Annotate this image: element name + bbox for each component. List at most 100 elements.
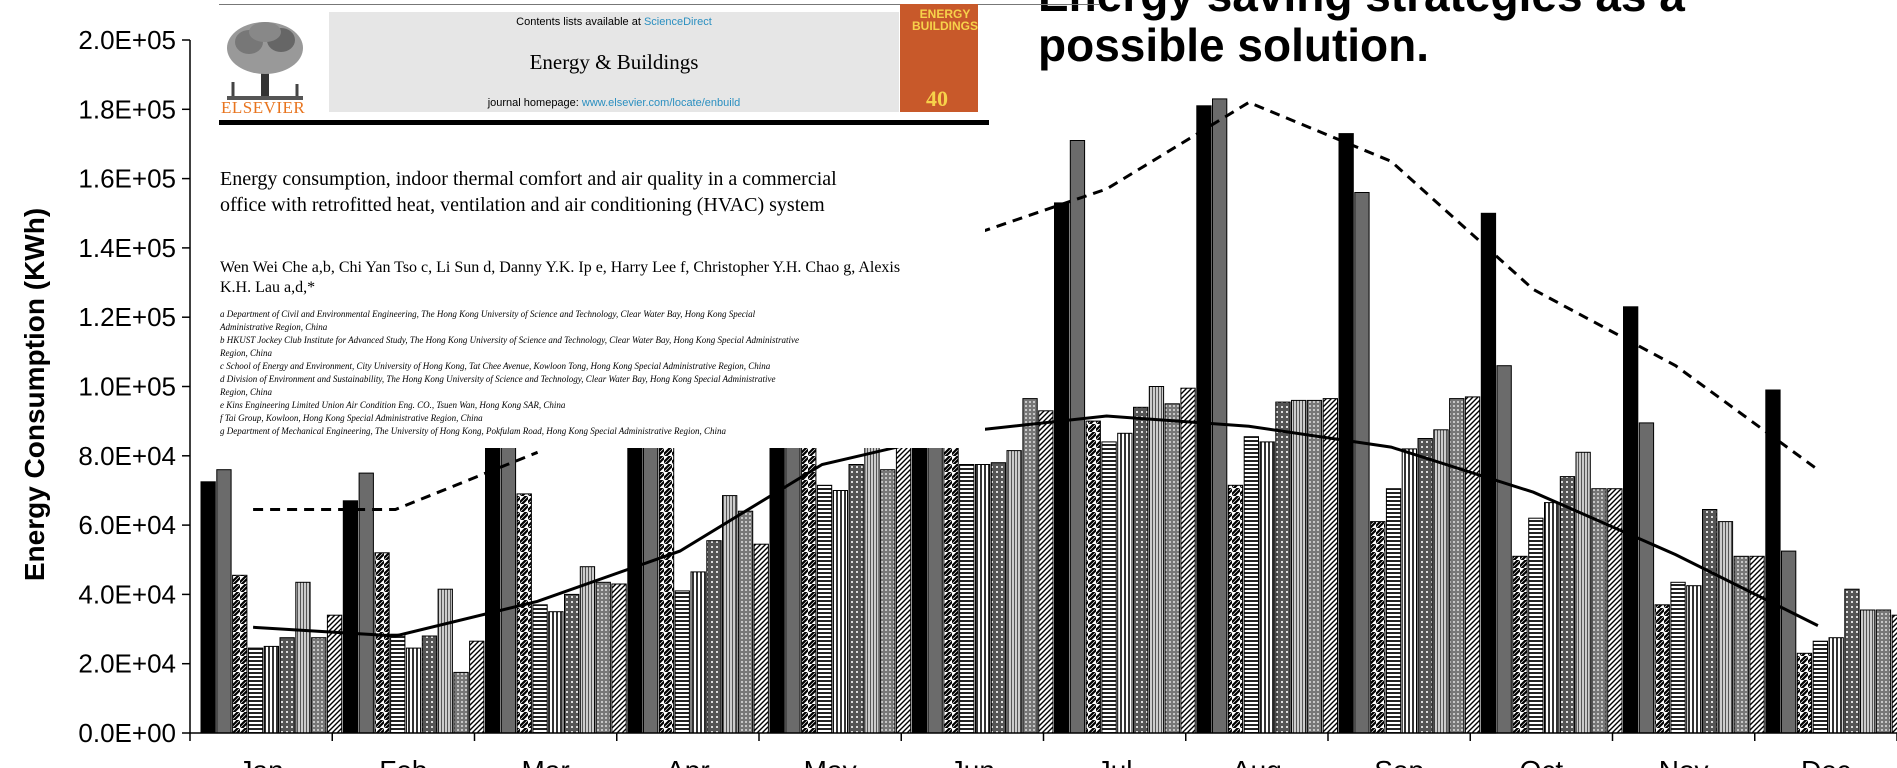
slide-title-line-1: Energy saving strategies as a	[1038, 0, 1897, 20]
bar-oct-black	[1480, 212, 1497, 734]
bar-aug-grid	[1275, 401, 1291, 734]
affiliation-line: f Tai Group, Kowloon, Hong Kong Special …	[220, 413, 483, 423]
bar-nov-vlines-light	[1717, 521, 1734, 734]
homepage-link[interactable]: www.elsevier.com/locate/enbuild	[581, 97, 741, 109]
bar-aug-vlines	[1259, 441, 1275, 734]
y-tick-label: 1.0E+05	[78, 372, 176, 402]
bar-oct-hlines	[1528, 517, 1544, 734]
bar-aug-black	[1196, 105, 1212, 734]
bar-jun-grid	[990, 462, 1007, 734]
bar-jun-vlines-light	[1006, 450, 1022, 734]
bar-jul-hlines	[1101, 441, 1117, 734]
bar-apr-dots	[737, 510, 754, 734]
bar-jul-dots	[1164, 403, 1180, 734]
bar-aug-dots	[1306, 399, 1323, 734]
affiliation-line: Region, China	[220, 348, 272, 358]
bar-oct-darkgray	[1496, 365, 1512, 734]
affiliation-line: e Kins Engineering Limited Union Air Con…	[220, 400, 566, 410]
contents-prefix: Contents lists available at	[516, 16, 644, 28]
x-tick-label: Jul	[1097, 755, 1133, 768]
homepage-prefix: journal homepage:	[487, 97, 582, 109]
bar-aug-vlines-light	[1291, 399, 1307, 734]
bar-feb-vlines	[405, 647, 422, 734]
bar-oct-vlines-light	[1575, 451, 1591, 734]
y-axis-label: Energy Consumption (KWh)	[19, 208, 50, 581]
bar-aug-darkgray	[1212, 98, 1228, 734]
bar-feb-vlines-light	[437, 588, 453, 734]
affiliation-line: Administrative Region, China	[220, 322, 328, 332]
bar-nov-dots	[1733, 555, 1749, 734]
y-tick-label: 1.8E+05	[78, 94, 176, 124]
bar-mar-diagonal-dense	[611, 583, 627, 734]
bar-dec-grid	[1844, 588, 1860, 734]
bar-may-grid	[848, 464, 864, 734]
bar-dec-diagonal-dense	[1891, 614, 1897, 734]
bar-dec-black	[1765, 389, 1781, 734]
x-tick-label: Aug	[1232, 755, 1282, 768]
bar-mar-vlines	[548, 611, 564, 734]
bar-jan-vlines	[263, 645, 280, 734]
slide-title-line-2: possible solution.	[1038, 19, 1430, 71]
x-tick-label: Apr	[666, 755, 710, 768]
bar-feb-diagonal-dense	[469, 640, 485, 734]
y-tick-label: 1.4E+05	[78, 233, 176, 263]
journal-cover-image: ENERGY BUILDINGS 40	[900, 4, 978, 112]
bar-dec-vlines-light	[1860, 609, 1876, 734]
paper-authors: Wen Wei Che a,b, Chi Yan Tso c, Li Sun d…	[220, 259, 901, 296]
solid-trend-line	[253, 414, 1819, 638]
bar-mar-diagonal	[516, 493, 532, 734]
bar-jan-grid	[279, 637, 295, 734]
bar-mar-grid	[564, 593, 580, 734]
affiliation-line: d Division of Environment and Sustainabi…	[220, 374, 776, 384]
slide-title: Energy saving strategies as a possible s…	[1038, 0, 1897, 80]
bar-jan-black	[200, 481, 216, 734]
x-tick-label: May	[804, 755, 857, 768]
bar-dec-vlines	[1828, 637, 1844, 734]
bar-jul-vlines	[1117, 432, 1133, 734]
x-tick-label: Jan	[239, 755, 284, 768]
affiliation-line: a Department of Civil and Environmental …	[220, 309, 756, 319]
bar-sep-diagonal-dense	[1464, 396, 1481, 734]
dashed-trend-line	[253, 450, 539, 511]
bar-feb-diagonal	[374, 552, 390, 734]
bar-sep-dots	[1449, 398, 1465, 734]
affiliation-line: b HKUST Jockey Club Institute for Advanc…	[220, 335, 800, 345]
bar-jun-dots	[1022, 398, 1038, 734]
affiliation-line: g Department of Mechanical Engineering, …	[220, 426, 727, 436]
y-tick-label: 1.2E+05	[78, 302, 176, 332]
bar-apr-vlines-light	[722, 495, 738, 734]
bar-sep-vlines	[1401, 448, 1417, 734]
bar-jan-vlines-light	[295, 581, 311, 734]
journal-box: Contents lists available at ScienceDirec…	[329, 12, 899, 112]
sciencedirect-link[interactable]: ScienceDirect	[643, 16, 712, 28]
y-tick-label: 1.6E+05	[78, 164, 176, 194]
bar-nov-grid	[1702, 509, 1718, 734]
bar-mar-vlines-light	[579, 566, 596, 734]
bar-sep-grid	[1417, 438, 1433, 734]
bar-oct-dots	[1591, 488, 1607, 734]
top-divider	[219, 4, 1099, 5]
bar-jan-darkgray	[216, 469, 232, 734]
cover-title: ENERGY BUILDINGS	[912, 7, 978, 33]
paper-affiliations: a Department of Civil and Environmental …	[220, 308, 1000, 438]
bar-jan-hlines	[247, 647, 264, 734]
bar-dec-diagonal	[1796, 652, 1813, 734]
paper-title: Energy consumption, indoor thermal comfo…	[220, 168, 837, 216]
bar-jul-black	[1054, 202, 1070, 734]
bar-oct-diagonal	[1512, 555, 1528, 734]
affiliation-line: c School of Energy and Environment, City…	[220, 361, 771, 371]
bar-may-vlines	[832, 490, 849, 734]
bar-feb-hlines	[390, 633, 406, 734]
bar-aug-hlines	[1243, 436, 1259, 734]
bar-aug-diagonal-dense	[1322, 398, 1338, 734]
bar-may-dots	[880, 469, 896, 734]
publisher-name: ELSEVIER	[221, 98, 306, 117]
bar-feb-darkgray	[358, 472, 374, 734]
bar-jul-grid	[1133, 406, 1149, 734]
bar-feb-grid	[421, 635, 438, 734]
bar-sep-darkgray	[1354, 192, 1370, 734]
bar-dec-hlines	[1812, 640, 1828, 734]
axes-layer: 0.0E+00 2.0E+04 4.0E+04 6.0E+04 8.0E+04 1.0E+…	[19, 25, 1897, 768]
bar-sep-black	[1338, 133, 1354, 734]
bar-oct-vlines	[1544, 502, 1560, 734]
